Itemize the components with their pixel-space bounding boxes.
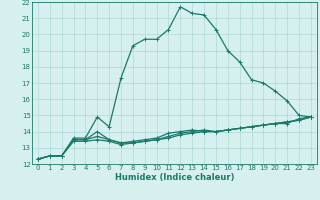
X-axis label: Humidex (Indice chaleur): Humidex (Indice chaleur) bbox=[115, 173, 234, 182]
